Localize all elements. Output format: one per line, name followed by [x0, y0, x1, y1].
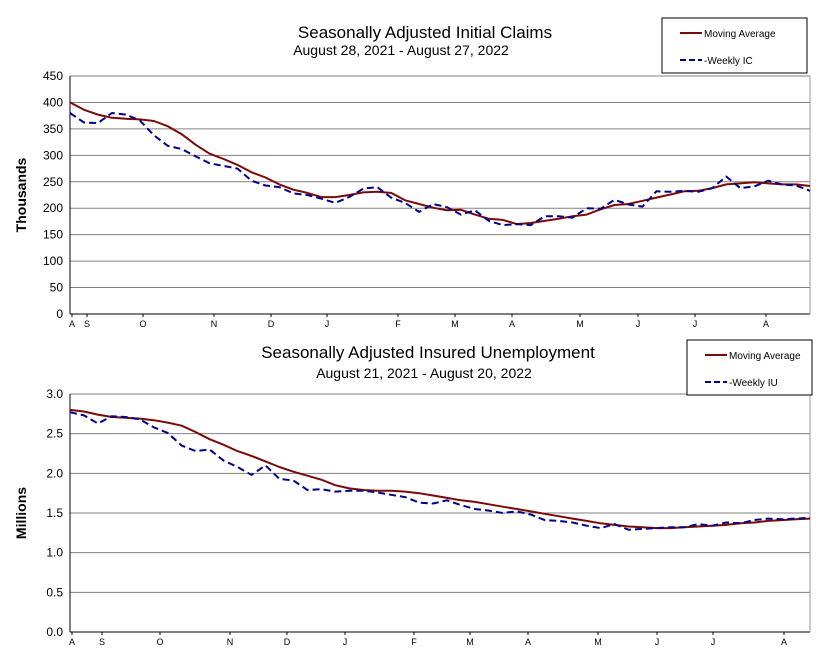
x-tick-label: S — [99, 637, 105, 647]
x-tick-label: O — [156, 637, 163, 647]
legend-label-weekly: -Weekly IC — [704, 56, 753, 67]
y-tick-label: 3.0 — [46, 387, 63, 401]
legend: Moving Average -Weekly IU — [686, 339, 813, 396]
chart-subtitle: August 28, 2021 - August 27, 2022 — [293, 42, 509, 58]
x-tick-label: O — [139, 319, 146, 329]
y-tick-label: 2.5 — [46, 427, 63, 441]
x-tick-label: J — [343, 637, 348, 647]
y-tick-label: 450 — [43, 69, 63, 83]
chart-title: Seasonally Adjusted Insured Unemployment — [261, 343, 595, 362]
legend-label-moving-average: Moving Average — [704, 29, 776, 40]
x-tick-label: A — [509, 319, 515, 329]
x-tick-label: M — [451, 319, 459, 329]
y-tick-label: 150 — [43, 228, 63, 242]
chart-1: Seasonally Adjusted Initial ClaimsAugust… — [13, 17, 811, 329]
y-tick-label: 300 — [43, 148, 63, 162]
legend-label-weekly: -Weekly IU — [729, 378, 778, 389]
x-tick-label: J — [693, 319, 698, 329]
y-axis-label: Thousands — [13, 157, 29, 232]
legend-label-moving-average: Moving Average — [729, 351, 801, 362]
y-tick-label: 200 — [43, 201, 63, 215]
x-tick-label: J — [711, 637, 716, 647]
x-tick-label: M — [466, 637, 474, 647]
weekly-series-line — [69, 112, 811, 227]
x-tick-label: D — [284, 637, 291, 647]
chart-title: Seasonally Adjusted Initial Claims — [298, 23, 552, 42]
x-tick-label: J — [636, 319, 641, 329]
x-tick-label: J — [655, 637, 660, 647]
x-tick-label: J — [325, 319, 330, 329]
x-tick-label: N — [211, 319, 218, 329]
y-axis-label: Millions — [13, 487, 29, 539]
x-tick-label: A — [69, 319, 75, 329]
x-tick-label: F — [395, 319, 401, 329]
y-tick-label: 1.0 — [46, 546, 63, 560]
y-tick-label: 50 — [50, 281, 64, 295]
legend-box — [661, 17, 808, 74]
y-tick-label: 1.5 — [46, 506, 63, 520]
y-tick-label: 2.0 — [46, 466, 63, 480]
y-tick-label: 400 — [43, 95, 63, 109]
x-tick-label: D — [268, 319, 275, 329]
x-tick-label: M — [594, 637, 602, 647]
y-tick-label: 250 — [43, 175, 63, 189]
x-tick-label: A — [781, 637, 787, 647]
x-tick-label: A — [525, 637, 531, 647]
y-tick-label: 0.0 — [46, 625, 63, 639]
x-tick-label: M — [576, 319, 584, 329]
y-tick-label: 350 — [43, 122, 63, 136]
x-tick-label: N — [227, 637, 234, 647]
x-tick-label: A — [763, 319, 769, 329]
moving-average-line — [69, 408, 811, 530]
y-tick-label: 0 — [56, 307, 63, 321]
weekly-series-line — [69, 411, 811, 531]
legend-box — [686, 339, 813, 396]
legend: Moving Average -Weekly IC — [661, 17, 808, 74]
y-tick-label: 100 — [43, 254, 63, 268]
x-tick-label: F — [411, 637, 417, 647]
chart-subtitle: August 21, 2021 - August 20, 2022 — [316, 365, 532, 381]
chart-2: Seasonally Adjusted Insured Unemployment… — [13, 339, 813, 647]
x-tick-label: S — [84, 319, 90, 329]
x-tick-label: A — [69, 637, 75, 647]
y-tick-label: 0.5 — [46, 585, 63, 599]
